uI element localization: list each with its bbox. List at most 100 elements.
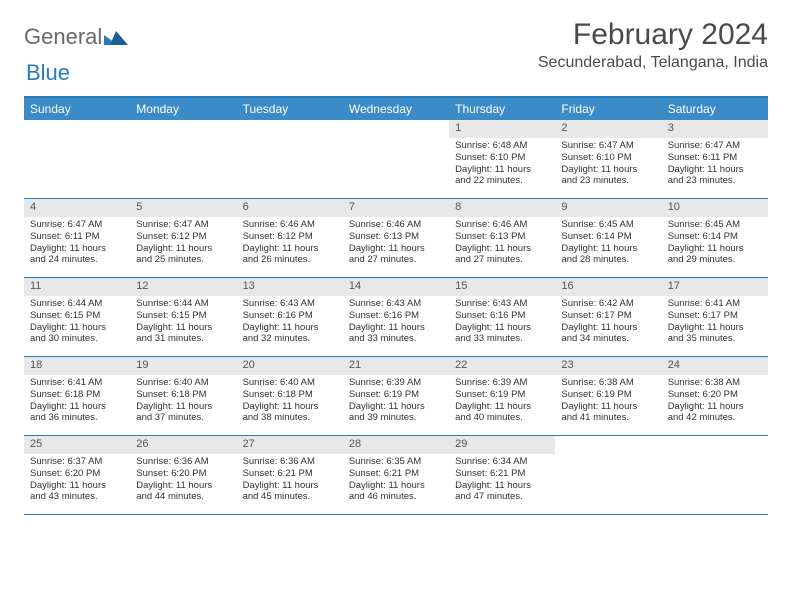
day-body: Sunrise: 6:40 AMSunset: 6:18 PMDaylight:… <box>237 375 343 429</box>
day-cell: 10Sunrise: 6:45 AMSunset: 6:14 PMDayligh… <box>662 199 768 277</box>
daylight-line: Daylight: 11 hours and 24 minutes. <box>30 243 124 267</box>
day-number: 17 <box>662 278 768 296</box>
sunset-line: Sunset: 6:17 PM <box>668 310 762 322</box>
day-cell: 4Sunrise: 6:47 AMSunset: 6:11 PMDaylight… <box>24 199 130 277</box>
day-cell: 3Sunrise: 6:47 AMSunset: 6:11 PMDaylight… <box>662 120 768 198</box>
day-cell: 5Sunrise: 6:47 AMSunset: 6:12 PMDaylight… <box>130 199 236 277</box>
day-number: 4 <box>24 199 130 217</box>
day-body: Sunrise: 6:45 AMSunset: 6:14 PMDaylight:… <box>662 217 768 271</box>
sunrise-line: Sunrise: 6:41 AM <box>30 377 124 389</box>
sunset-line: Sunset: 6:16 PM <box>243 310 337 322</box>
day-body: Sunrise: 6:43 AMSunset: 6:16 PMDaylight:… <box>449 296 555 350</box>
sunset-line: Sunset: 6:13 PM <box>455 231 549 243</box>
daylight-line: Daylight: 11 hours and 25 minutes. <box>136 243 230 267</box>
daylight-line: Daylight: 11 hours and 32 minutes. <box>243 322 337 346</box>
day-body: Sunrise: 6:36 AMSunset: 6:20 PMDaylight:… <box>130 454 236 508</box>
empty-day <box>237 120 343 137</box>
day-number: 18 <box>24 357 130 375</box>
day-number: 26 <box>130 436 236 454</box>
day-number: 15 <box>449 278 555 296</box>
daylight-line: Daylight: 11 hours and 39 minutes. <box>349 401 443 425</box>
sunrise-line: Sunrise: 6:38 AM <box>668 377 762 389</box>
day-body: Sunrise: 6:46 AMSunset: 6:12 PMDaylight:… <box>237 217 343 271</box>
day-cell: 1Sunrise: 6:48 AMSunset: 6:10 PMDaylight… <box>449 120 555 198</box>
day-number: 3 <box>662 120 768 138</box>
daylight-line: Daylight: 11 hours and 35 minutes. <box>668 322 762 346</box>
sunset-line: Sunset: 6:15 PM <box>30 310 124 322</box>
day-body: Sunrise: 6:40 AMSunset: 6:18 PMDaylight:… <box>130 375 236 429</box>
day-number: 19 <box>130 357 236 375</box>
empty-day <box>24 120 130 137</box>
daylight-line: Daylight: 11 hours and 23 minutes. <box>668 164 762 188</box>
day-number: 1 <box>449 120 555 138</box>
day-body: Sunrise: 6:37 AMSunset: 6:20 PMDaylight:… <box>24 454 130 508</box>
sunrise-line: Sunrise: 6:43 AM <box>455 298 549 310</box>
sunset-line: Sunset: 6:19 PM <box>455 389 549 401</box>
sunrise-line: Sunrise: 6:41 AM <box>668 298 762 310</box>
calendar: SundayMondayTuesdayWednesdayThursdayFrid… <box>24 96 768 515</box>
daylight-line: Daylight: 11 hours and 47 minutes. <box>455 480 549 504</box>
day-cell: 29Sunrise: 6:34 AMSunset: 6:21 PMDayligh… <box>449 436 555 514</box>
sunrise-line: Sunrise: 6:43 AM <box>243 298 337 310</box>
day-body: Sunrise: 6:44 AMSunset: 6:15 PMDaylight:… <box>24 296 130 350</box>
day-cell: 19Sunrise: 6:40 AMSunset: 6:18 PMDayligh… <box>130 357 236 435</box>
day-number: 5 <box>130 199 236 217</box>
day-body: Sunrise: 6:46 AMSunset: 6:13 PMDaylight:… <box>449 217 555 271</box>
daylight-line: Daylight: 11 hours and 22 minutes. <box>455 164 549 188</box>
day-body: Sunrise: 6:38 AMSunset: 6:20 PMDaylight:… <box>662 375 768 429</box>
weekday-header: Tuesday <box>237 98 343 120</box>
daylight-line: Daylight: 11 hours and 26 minutes. <box>243 243 337 267</box>
weeks-container: 1Sunrise: 6:48 AMSunset: 6:10 PMDaylight… <box>24 120 768 515</box>
sunrise-line: Sunrise: 6:46 AM <box>243 219 337 231</box>
logo-text-general: General <box>24 24 102 50</box>
weekday-header: Monday <box>130 98 236 120</box>
day-number: 12 <box>130 278 236 296</box>
daylight-line: Daylight: 11 hours and 36 minutes. <box>30 401 124 425</box>
day-cell: 28Sunrise: 6:35 AMSunset: 6:21 PMDayligh… <box>343 436 449 514</box>
sunset-line: Sunset: 6:15 PM <box>136 310 230 322</box>
empty-day <box>130 120 236 137</box>
day-cell: 24Sunrise: 6:38 AMSunset: 6:20 PMDayligh… <box>662 357 768 435</box>
daylight-line: Daylight: 11 hours and 30 minutes. <box>30 322 124 346</box>
day-body: Sunrise: 6:41 AMSunset: 6:17 PMDaylight:… <box>662 296 768 350</box>
sunset-line: Sunset: 6:14 PM <box>561 231 655 243</box>
day-body: Sunrise: 6:38 AMSunset: 6:19 PMDaylight:… <box>555 375 661 429</box>
sunset-line: Sunset: 6:20 PM <box>136 468 230 480</box>
day-cell: 17Sunrise: 6:41 AMSunset: 6:17 PMDayligh… <box>662 278 768 356</box>
day-body: Sunrise: 6:39 AMSunset: 6:19 PMDaylight:… <box>449 375 555 429</box>
sunrise-line: Sunrise: 6:48 AM <box>455 140 549 152</box>
day-cell: 11Sunrise: 6:44 AMSunset: 6:15 PMDayligh… <box>24 278 130 356</box>
sunrise-line: Sunrise: 6:46 AM <box>455 219 549 231</box>
day-cell: 18 Sunrise: 6:41 AMSunset: 6:18 PMDayligh… <box>24 357 130 435</box>
day-body: Sunrise: 6:47 AMSunset: 6:11 PMDaylight:… <box>662 138 768 192</box>
day-body: Sunrise: 6:43 AMSunset: 6:16 PMDaylight:… <box>237 296 343 350</box>
week-row: 11Sunrise: 6:44 AMSunset: 6:15 PMDayligh… <box>24 278 768 357</box>
sunset-line: Sunset: 6:18 PM <box>30 389 124 401</box>
sunset-line: Sunset: 6:21 PM <box>243 468 337 480</box>
sunrise-line: Sunrise: 6:35 AM <box>349 456 443 468</box>
day-body: Sunrise: 6:45 AMSunset: 6:14 PMDaylight:… <box>555 217 661 271</box>
week-row: 4Sunrise: 6:47 AMSunset: 6:11 PMDaylight… <box>24 199 768 278</box>
sunset-line: Sunset: 6:19 PM <box>561 389 655 401</box>
month-title: February 2024 <box>538 18 768 52</box>
day-cell: 8Sunrise: 6:46 AMSunset: 6:13 PMDaylight… <box>449 199 555 277</box>
day-number: 24 <box>662 357 768 375</box>
sunset-line: Sunset: 6:16 PM <box>455 310 549 322</box>
week-row: 18Sunrise: 6:41 AMSunset: 6:18 PMDayligh… <box>24 357 768 436</box>
sunrise-line: Sunrise: 6:40 AM <box>243 377 337 389</box>
daylight-line: Daylight: 11 hours and 28 minutes. <box>561 243 655 267</box>
sunrise-line: Sunrise: 6:44 AM <box>30 298 124 310</box>
day-cell <box>24 120 130 198</box>
logo-mark-icon <box>104 27 128 47</box>
sunrise-line: Sunrise: 6:43 AM <box>349 298 443 310</box>
day-number: 23 <box>555 357 661 375</box>
day-number: 14 <box>343 278 449 296</box>
sunset-line: Sunset: 6:11 PM <box>30 231 124 243</box>
daylight-line: Daylight: 11 hours and 43 minutes. <box>30 480 124 504</box>
day-number: 21 <box>343 357 449 375</box>
day-cell: 9Sunrise: 6:45 AMSunset: 6:14 PMDaylight… <box>555 199 661 277</box>
weekday-header: Sunday <box>24 98 130 120</box>
sunrise-line: Sunrise: 6:40 AM <box>136 377 230 389</box>
empty-day <box>555 436 661 453</box>
sunrise-line: Sunrise: 6:38 AM <box>561 377 655 389</box>
